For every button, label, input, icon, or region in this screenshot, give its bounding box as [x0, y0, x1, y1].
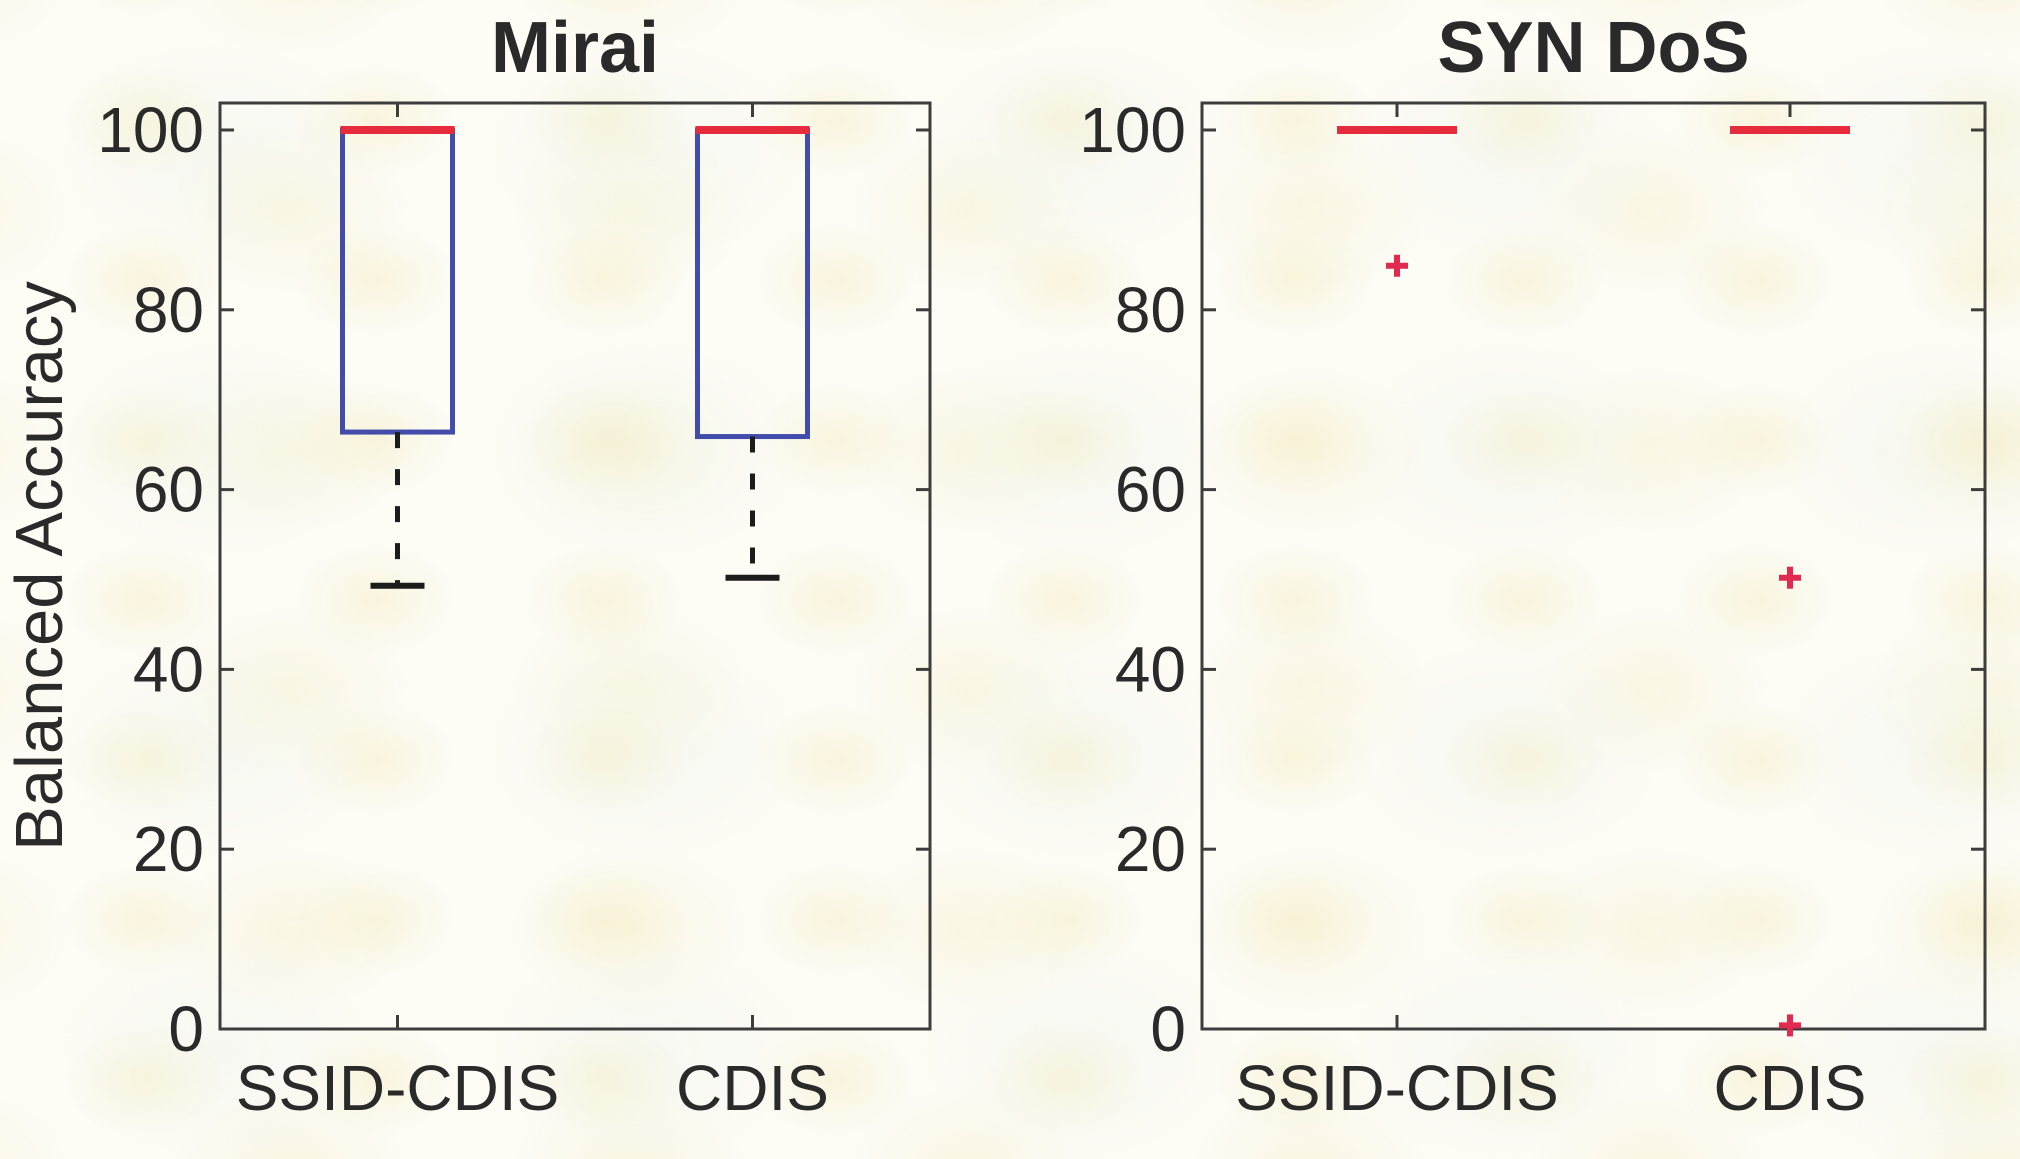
y-tick-label: 20 [1115, 813, 1186, 885]
x-tick-label: CDIS [1714, 1052, 1867, 1124]
outlier-marker [1779, 566, 1801, 589]
plot-title: SYN DoS [1437, 8, 1749, 88]
box-group-ssid-cdis [340, 126, 455, 589]
axes-frame [218, 101, 932, 1031]
subplot-mirai: Mirai 0 20 40 60 80 100 SSID-CDIS CDIS [97, 8, 932, 1124]
y-tick-label: 80 [133, 274, 204, 346]
y-tick-label: 60 [133, 454, 204, 526]
box-group-ssid-cdis [1337, 126, 1457, 277]
box-group-cdis [695, 126, 810, 581]
plot-title: Mirai [491, 8, 659, 88]
y-tick-label: 40 [1115, 633, 1186, 705]
y-axis-label: Balanced Accuracy [2, 281, 77, 851]
x-tick-label: SSID-CDIS [236, 1052, 560, 1124]
y-tick-label: 60 [1115, 454, 1186, 526]
outlier-marker [1779, 1014, 1801, 1037]
axes-frame [1200, 101, 1987, 1031]
y-tick-label: 20 [133, 813, 204, 885]
y-tick-label: 0 [168, 993, 204, 1065]
subplot-syn-dos: SYN DoS 0 20 40 60 80 100 SSID-CDIS CDIS [1079, 8, 1987, 1124]
box-group-cdis [1730, 126, 1850, 1037]
y-tick-label: 100 [97, 94, 204, 166]
box [695, 127, 810, 440]
x-tick-label: SSID-CDIS [1235, 1052, 1559, 1124]
outlier-marker [1386, 254, 1408, 277]
y-tick-label: 0 [1150, 993, 1186, 1065]
y-tick-label: 40 [133, 633, 204, 705]
y-tick-label: 100 [1079, 94, 1186, 166]
box [340, 127, 455, 435]
y-tick-label: 80 [1115, 274, 1186, 346]
x-tick-label: CDIS [676, 1052, 829, 1124]
